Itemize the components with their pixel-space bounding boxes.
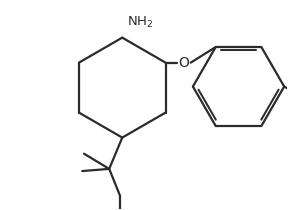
Text: NH$_2$: NH$_2$ bbox=[127, 15, 154, 30]
Text: O: O bbox=[178, 56, 189, 70]
